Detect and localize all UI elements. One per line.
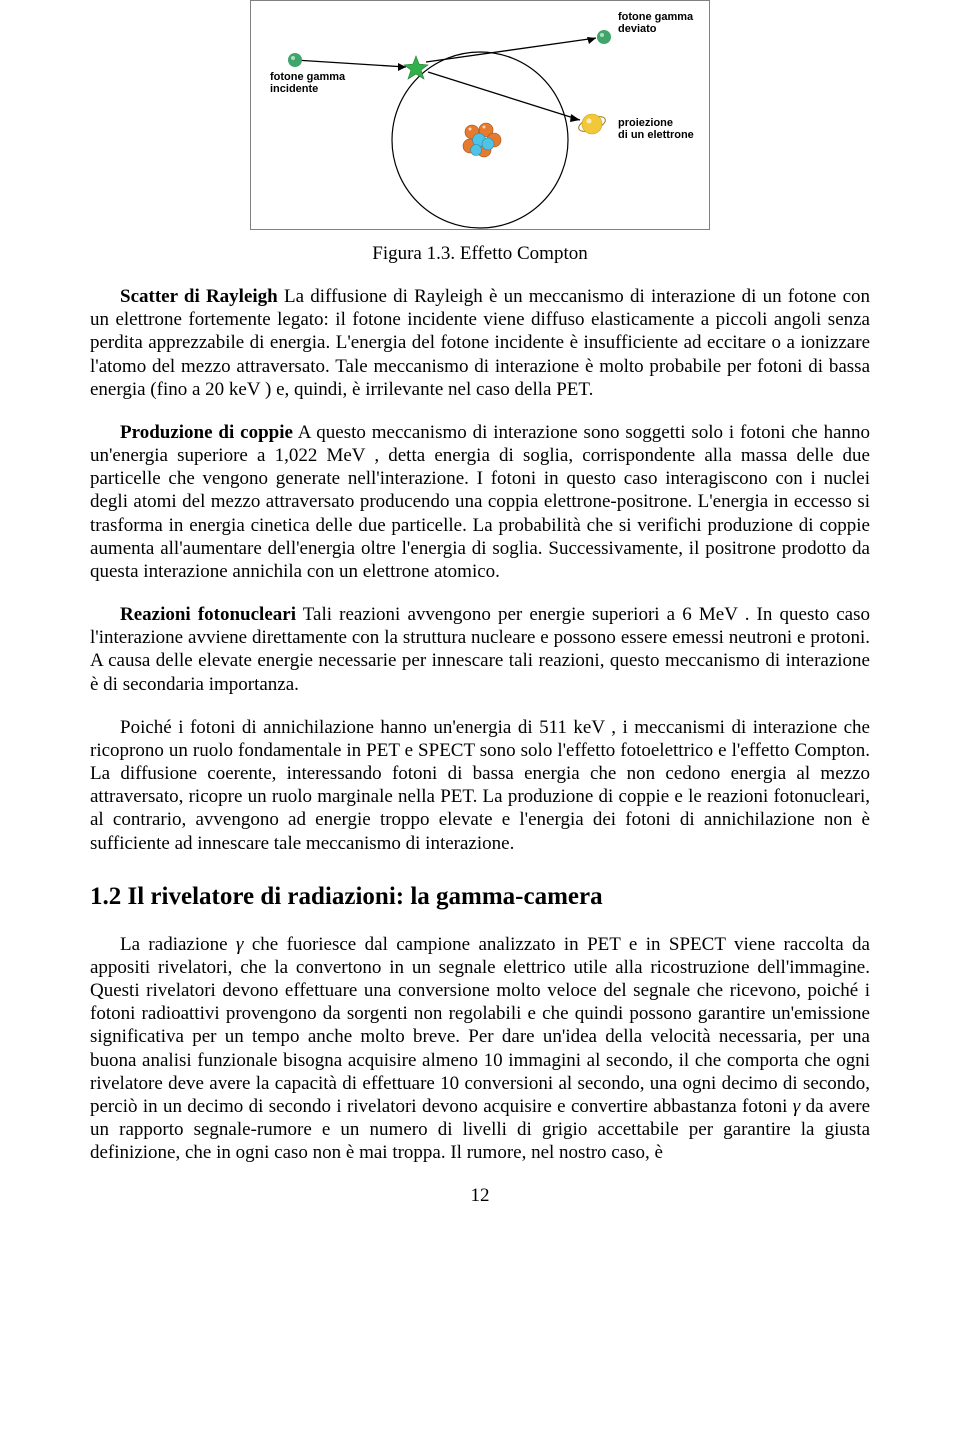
- bold-scatter: Scatter di Rayleigh: [120, 286, 278, 307]
- paragraph-gamma-camera: La radiazione γ che fuoriesce dal campio…: [90, 933, 870, 1165]
- paragraph-summary: Poiché i fotoni di annichilazione hanno …: [90, 716, 870, 855]
- bold-fotonucleari: Reazioni fotonucleari: [120, 604, 296, 625]
- body-text: Scatter di Rayleigh La diffusione di Ray…: [90, 285, 870, 855]
- compton-diagram-svg: fotone gamma incidente fotone gamma devi…: [250, 0, 710, 230]
- label-deviated-1: fotone gamma: [618, 11, 694, 23]
- figure-caption: Figura 1.3. Effetto Compton: [90, 243, 870, 265]
- paragraph-produzione-coppie: Produzione di coppie A questo meccanismo…: [90, 421, 870, 583]
- label-incident-1: fotone gamma: [270, 71, 346, 83]
- body-text-2: La radiazione γ che fuoriesce dal campio…: [90, 933, 870, 1165]
- section-heading: 1.2 Il rivelatore di radiazioni: la gamm…: [90, 883, 870, 911]
- label-incident-2: incidente: [270, 83, 318, 95]
- page-number: 12: [90, 1185, 870, 1207]
- figure-compton: fotone gamma incidente fotone gamma devi…: [90, 0, 870, 235]
- bold-coppie: Produzione di coppie: [120, 422, 293, 443]
- label-ejection-2: di un elettrone: [618, 129, 694, 141]
- label-ejection-1: proiezione: [618, 117, 673, 129]
- paragraph-reazioni-fotonucleari: Reazioni fotonucleari Tali reazioni avve…: [90, 603, 870, 696]
- paragraph-scatter-rayleigh: Scatter di Rayleigh La diffusione di Ray…: [90, 285, 870, 401]
- label-deviated-2: deviato: [618, 23, 657, 35]
